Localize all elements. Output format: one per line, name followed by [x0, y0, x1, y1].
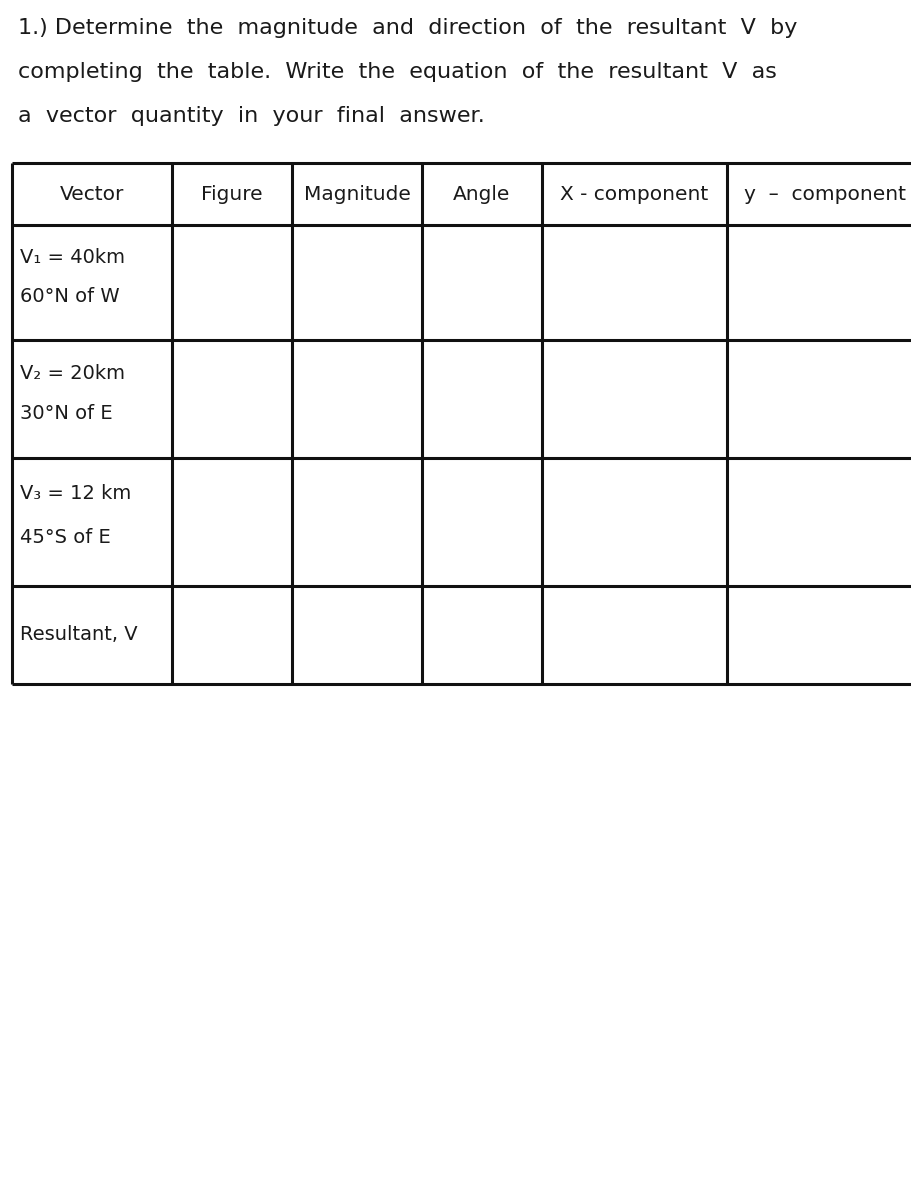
Text: Vector: Vector	[60, 185, 124, 204]
Text: Angle: Angle	[453, 185, 510, 204]
Text: Magnitude: Magnitude	[303, 185, 410, 204]
Text: Resultant, V: Resultant, V	[20, 625, 138, 644]
Text: 1.) Determine  the  magnitude  and  direction  of  the  resultant  V  by: 1.) Determine the magnitude and directio…	[18, 18, 796, 38]
Text: X - component: X - component	[559, 185, 708, 204]
Text: 45°S of E: 45°S of E	[20, 528, 110, 547]
Text: 30°N of E: 30°N of E	[20, 403, 112, 422]
Text: y  –  component: y – component	[743, 185, 906, 204]
Text: 60°N of W: 60°N of W	[20, 287, 119, 306]
Text: Figure: Figure	[201, 185, 262, 204]
Text: a  vector  quantity  in  your  final  answer.: a vector quantity in your final answer.	[18, 106, 485, 126]
Text: V₁ = 40km: V₁ = 40km	[20, 247, 125, 266]
Text: V₃ = 12 km: V₃ = 12 km	[20, 485, 131, 503]
Text: V₂ = 20km: V₂ = 20km	[20, 364, 125, 383]
Text: completing  the  table.  Write  the  equation  of  the  resultant  V  as: completing the table. Write the equation…	[18, 62, 776, 82]
